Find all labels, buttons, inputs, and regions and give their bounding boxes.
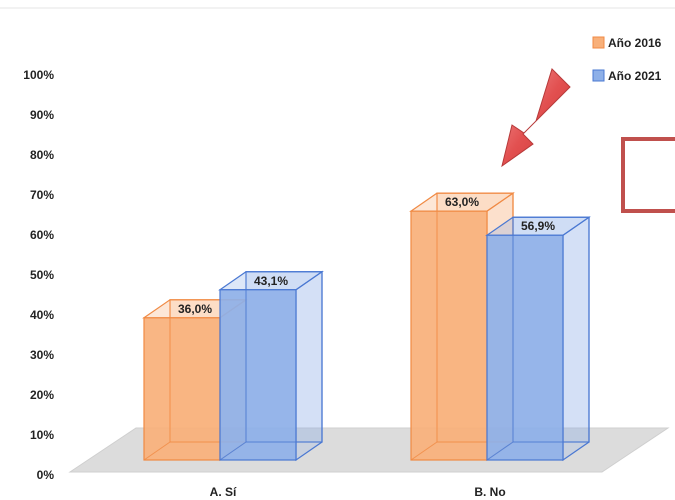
legend-swatch-2016 (592, 36, 605, 49)
y-tick-label: 100% (23, 68, 54, 82)
x-axis: A. Sí B. No (210, 485, 506, 499)
y-tick-label: 40% (30, 308, 54, 322)
bar-front-face (410, 210, 488, 461)
y-axis: 0% 10% 20% 30% 40% 50% 60% 70% 80% 90% 100% (23, 68, 54, 482)
category-label: B. No (474, 485, 505, 499)
y-tick-label: 10% (30, 428, 54, 442)
bar-2021-si (218, 270, 324, 462)
data-label-bar-2021-si: 43,1% (254, 274, 288, 288)
bar-front-face (219, 289, 297, 461)
legend: Año 2016 Año 2021 (592, 36, 662, 83)
bar-side-face (562, 216, 590, 462)
bar-inner-edge (219, 441, 247, 461)
bar-front-face (143, 317, 221, 461)
bar-inner-edge (486, 441, 514, 461)
y-tick-label: 20% (30, 388, 54, 402)
data-label-bar-2021-no: 56,9% (521, 219, 555, 233)
y-tick-label: 0% (37, 468, 55, 482)
legend-label-2016: Año 2016 (608, 36, 662, 50)
arrow-annotation (501, 68, 571, 168)
category-label: A. Sí (210, 485, 237, 499)
bar-2021-no (485, 216, 591, 462)
bar-inner-edge (143, 441, 171, 461)
y-tick-label: 60% (30, 228, 54, 242)
y-tick-label: 30% (30, 348, 54, 362)
legend-swatch-2021 (592, 69, 605, 82)
y-tick-label: 90% (30, 108, 54, 122)
y-tick-label: 80% (30, 148, 54, 162)
bar-side-face (295, 270, 323, 462)
data-label-bar-2016-no: 63,0% (445, 195, 479, 209)
bar-inner-edge (410, 441, 438, 461)
data-label-bar-2016-si: 36,0% (178, 302, 212, 316)
legend-label-2021: Año 2021 (608, 69, 662, 83)
bar-front-face (486, 234, 564, 461)
y-tick-label: 50% (30, 268, 54, 282)
data-labels: 36,0% 43,1% 63,0% 56,9% (178, 195, 555, 316)
y-tick-label: 70% (30, 188, 54, 202)
outline-box (621, 137, 675, 213)
bars-group (142, 192, 591, 462)
